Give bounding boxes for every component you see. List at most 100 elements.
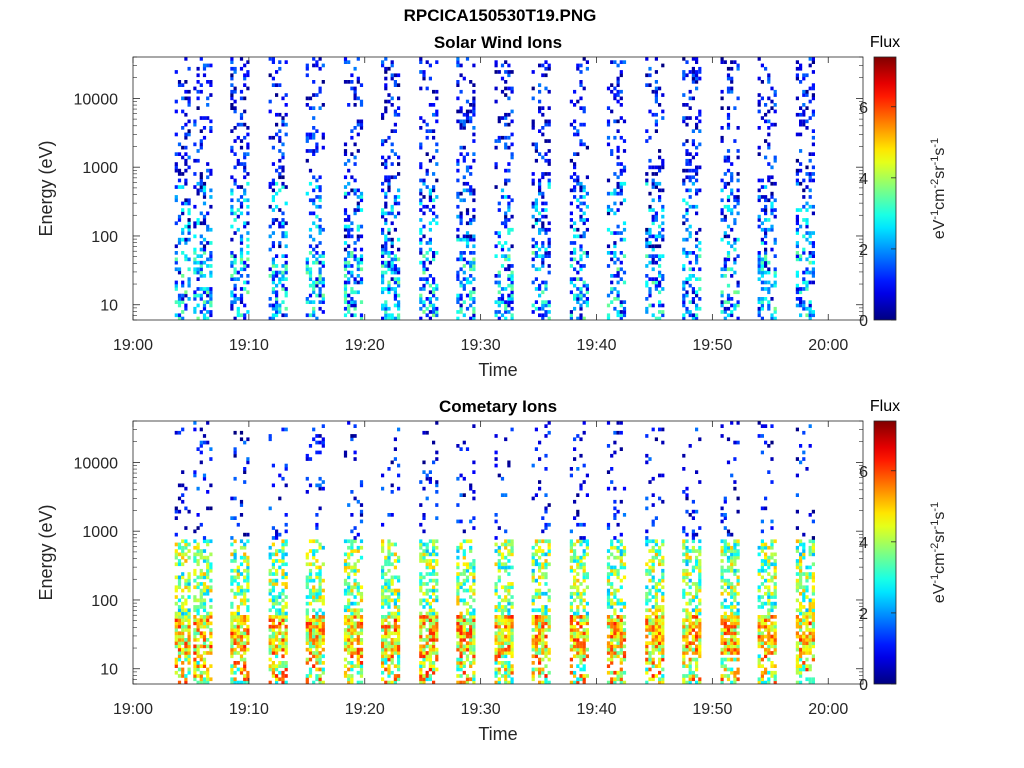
flux-cell [425,257,429,262]
flux-cell [730,188,734,193]
flux-cell [384,624,388,629]
flux-cell [397,651,401,655]
flux-cell [196,667,200,672]
flux-cell [356,559,360,563]
flux-cell [243,122,247,127]
flux-cell [613,628,617,632]
flux-cell [356,664,360,668]
flux-cell [236,588,240,593]
flux-cell [305,578,309,583]
flux-cell [538,618,542,622]
flux-cell [177,483,182,488]
flux-cell [610,290,614,295]
flux-cell [422,234,426,239]
flux-cell [275,549,279,553]
flux-cell [432,440,436,445]
flux-cell [281,542,285,547]
flux-cell [243,470,247,474]
flux-cell [359,103,364,107]
flux-cell [236,644,240,649]
flux-cell [531,70,535,74]
flux-cell [390,244,394,249]
flux-cell [547,657,551,662]
flux-cell [610,83,614,87]
flux-cell [387,290,391,295]
panel-title: Cometary Ions [439,397,557,416]
flux-cell [390,575,394,580]
flux-cell [390,149,394,153]
flux-cell [356,608,360,613]
flux-cell [422,460,426,465]
flux-cell [541,73,545,78]
flux-cell [541,306,545,311]
flux-cell [390,251,394,255]
flux-cell [239,211,244,216]
flux-cell [268,651,272,655]
flux-cell [500,542,505,547]
flux-cell [318,598,322,603]
flux-cell [459,638,463,642]
flux-cell [239,545,244,550]
flux-cell [651,247,655,252]
flux-cell [547,227,551,232]
flux-cell [281,568,285,573]
flux-cell [720,96,724,101]
flux-cell [651,221,655,226]
flux-cell [318,241,322,245]
flux-cell [209,631,213,636]
flux-cell [682,287,686,291]
flux-cell [343,644,348,649]
flux-cell [246,647,250,652]
flux-cell [350,434,354,438]
flux-cell [356,224,360,229]
flux-cell [682,303,686,308]
flux-cell [764,260,768,265]
flux-cell [682,293,686,298]
flux-cell [353,562,357,567]
flux-cell [305,453,309,458]
flux-cell [760,306,764,311]
flux-cell [579,185,583,189]
flux-cell [381,254,385,258]
flux-cell [730,297,734,301]
flux-cell [760,63,764,68]
flux-cell [230,204,234,209]
flux-cell [281,234,285,239]
flux-cell [390,241,394,245]
flux-cell [504,142,508,147]
flux-cell [531,644,535,649]
flux-cell [757,218,761,222]
flux-cell [606,621,611,626]
flux-cell [494,651,498,655]
flux-cell [233,300,237,304]
flux-cell [616,89,620,94]
flux-cell [613,621,617,626]
flux-cell [573,549,577,553]
flux-cell [384,572,388,576]
flux-cell [569,601,573,606]
flux-cell [465,618,470,622]
flux-cell [318,86,322,91]
flux-cell [472,460,476,465]
flux-cell [538,178,542,183]
flux-cell [350,588,354,593]
flux-cell [271,162,275,166]
flux-cell [275,634,279,639]
flux-cell [494,300,498,304]
flux-cell [347,214,351,219]
flux-cell [469,172,473,176]
flux-cell [472,575,476,580]
flux-cell [202,201,207,206]
flux-cell [456,63,460,68]
flux-cell [202,621,207,626]
flux-cell [199,631,203,636]
flux-cell [199,572,203,576]
flux-cell [196,608,200,613]
flux-cell [312,634,316,639]
flux-cell [425,601,429,606]
flux-cell [497,670,501,675]
flux-cell [579,562,583,567]
flux-cell [312,427,316,432]
flux-cell [312,624,316,629]
flux-cell [579,565,583,570]
